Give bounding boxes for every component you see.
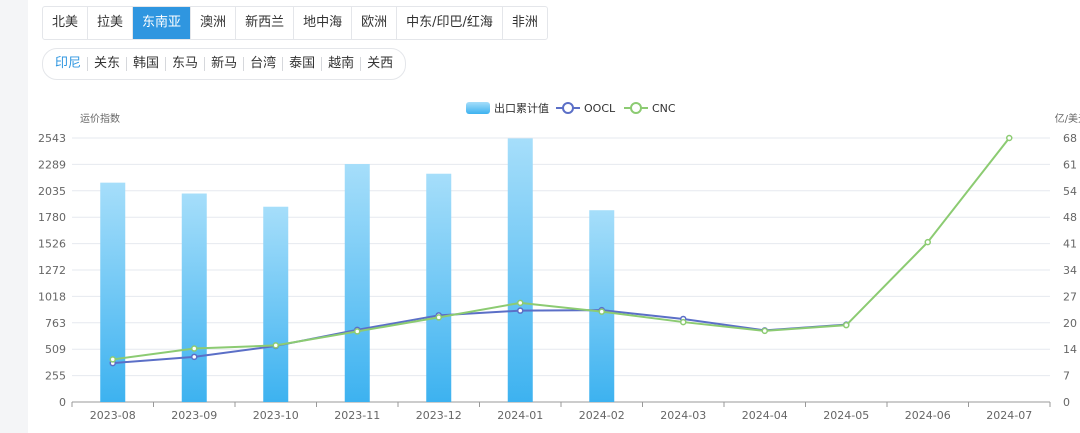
y-left-tick-label: 1272 — [38, 264, 66, 277]
region-tab[interactable]: 拉美 — [88, 7, 134, 39]
oocl-point — [843, 321, 850, 328]
y-right-tick-label: 61 — [1063, 158, 1077, 171]
oocl-point — [354, 326, 361, 334]
country-tab[interactable]: 越南 — [321, 57, 360, 71]
cnc-point — [924, 238, 931, 246]
cnc-point — [680, 318, 687, 326]
oocl-point — [517, 307, 524, 314]
x-tick-label: 2024-03 — [660, 409, 706, 422]
y-right-tick-label: 48 — [1063, 211, 1077, 224]
country-tab[interactable]: 印尼 — [55, 56, 82, 71]
region-tab[interactable]: 中东/印巴/红海 — [397, 7, 503, 39]
country-tab[interactable]: 台湾 — [243, 57, 282, 71]
cnc-point — [761, 327, 768, 335]
cnc-point — [598, 308, 605, 315]
x-tick-label: 2023-11 — [334, 409, 380, 422]
region-tab[interactable]: 澳洲 — [191, 7, 237, 39]
cnc-point — [109, 356, 116, 363]
content-card: 北美 拉美 东南亚 澳洲 新西兰 地中海 欧洲 中东/印巴/红海 非洲 印尼 关东 韩国 东马 新马 台湾… — [28, 0, 1080, 433]
x-tick-label: 2024-02 — [579, 409, 625, 422]
oocl-line — [112, 309, 847, 365]
y-right-tick-label: 7 — [1063, 370, 1070, 383]
y-left-tick-label: 1780 — [38, 211, 66, 224]
bar — [426, 173, 452, 402]
x-tick-label: 2023-12 — [416, 409, 462, 422]
bar — [100, 182, 126, 402]
country-tab[interactable]: 关西 — [360, 57, 399, 71]
cnc-point — [354, 328, 361, 335]
legend-marker-oocl — [562, 102, 574, 114]
y-left-tick-label: 255 — [45, 370, 66, 383]
country-tabs: 印尼 关东 韩国 东马 新马 台湾 泰国 越南 关西 — [42, 48, 407, 80]
region-tab[interactable]: 欧洲 — [352, 7, 398, 39]
x-tick-label: 2024-01 — [497, 409, 543, 422]
y-left-tick-label: 2289 — [38, 158, 66, 171]
oocl-point — [761, 327, 768, 334]
oocl-point — [272, 342, 279, 350]
country-tab[interactable]: 新马 — [204, 57, 243, 71]
oocl-point — [598, 306, 605, 314]
oocl-point — [435, 312, 442, 319]
region-tab[interactable]: 非洲 — [511, 15, 538, 30]
legend-label-bar: 出口累计值 — [494, 101, 549, 115]
legend-marker-cnc — [630, 102, 642, 114]
oocl-point — [680, 315, 687, 323]
oocl-point — [191, 353, 198, 361]
y-right-tick-label: 68 — [1063, 132, 1077, 145]
bar — [589, 210, 615, 402]
y-right-tick-label: 0 — [1063, 396, 1070, 409]
country-tab[interactable]: 韩国 — [126, 57, 165, 71]
legend-swatch-bar — [466, 102, 490, 114]
y-right-tick-label: 54 — [1063, 185, 1077, 198]
x-tick-label: 2024-04 — [742, 409, 788, 422]
bar — [263, 206, 289, 402]
region-tab[interactable]: 北美 — [43, 7, 89, 39]
y-right-tick-label: 34 — [1063, 264, 1077, 277]
oocl-point — [109, 359, 116, 367]
region-tab[interactable]: 地中海 — [294, 7, 353, 39]
y-left-tick-label: 2035 — [38, 185, 66, 198]
x-tick-label: 2024-06 — [905, 409, 951, 422]
country-tab[interactable]: 东马 — [165, 57, 204, 71]
y-right-tick-label: 27 — [1063, 290, 1077, 303]
y-left-tick-label: 2543 — [38, 132, 66, 145]
y-right-tick-label: 20 — [1063, 317, 1077, 330]
cnc-line — [112, 137, 1011, 361]
x-tick-label: 2023-08 — [90, 409, 136, 422]
region-tab[interactable]: 东南亚 — [133, 7, 192, 39]
region-tab[interactable]: 新西兰 — [236, 7, 295, 39]
cnc-point — [517, 299, 524, 307]
x-tick-label: 2024-07 — [986, 409, 1032, 422]
y-left-tick-label: 0 — [59, 396, 66, 409]
country-tab[interactable]: 关东 — [87, 57, 126, 71]
bar — [507, 138, 533, 402]
bar — [344, 164, 370, 402]
cnc-point — [843, 321, 850, 329]
legend-label-oocl: OOCL — [584, 102, 616, 115]
cnc-point — [1006, 134, 1013, 142]
x-tick-label: 2023-09 — [171, 409, 217, 422]
bar — [181, 193, 207, 402]
y-right-axis-title: 亿/美元 — [1055, 112, 1080, 125]
y-left-tick-label: 763 — [45, 317, 66, 330]
cnc-point — [272, 342, 279, 349]
legend-label-cnc: CNC — [652, 102, 676, 115]
cnc-point — [191, 345, 198, 352]
y-left-tick-label: 1526 — [38, 238, 66, 251]
country-tab[interactable]: 泰国 — [282, 57, 321, 71]
y-right-tick-label: 14 — [1063, 343, 1077, 356]
y-left-axis-title: 运价指数 — [80, 112, 120, 125]
y-right-tick-label: 41 — [1063, 238, 1077, 251]
y-left-tick-label: 509 — [45, 343, 66, 356]
region-tabs: 北美 拉美 东南亚 澳洲 新西兰 地中海 欧洲 中东/印巴/红海 非洲 — [42, 6, 548, 40]
cnc-point — [435, 314, 442, 321]
x-tick-label: 2023-10 — [253, 409, 299, 422]
x-tick-label: 2024-05 — [823, 409, 869, 422]
y-left-tick-label: 1018 — [38, 290, 66, 303]
